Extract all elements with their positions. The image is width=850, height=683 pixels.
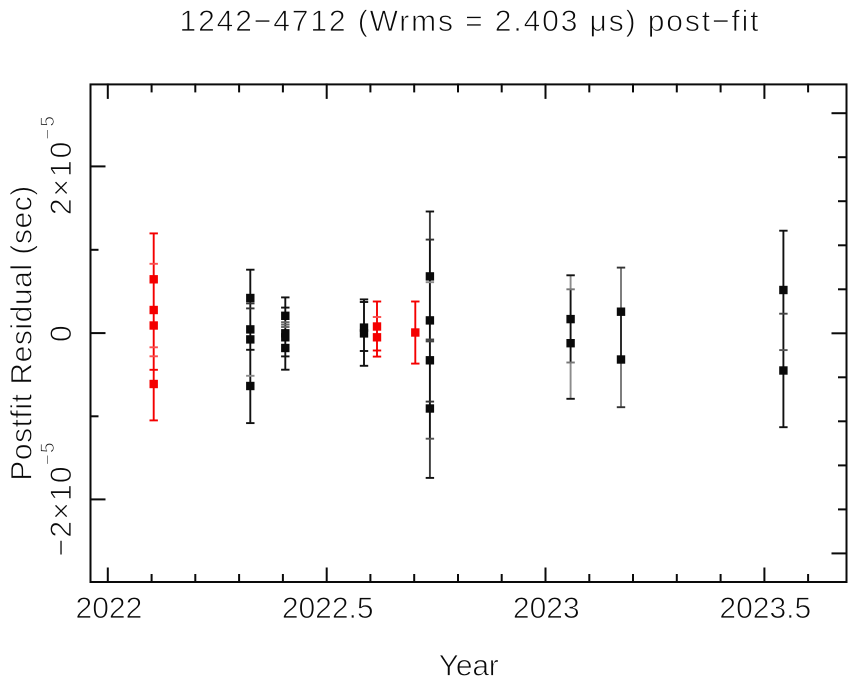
- svg-text:2022: 2022: [76, 592, 143, 625]
- svg-text:2022.5: 2022.5: [282, 592, 374, 625]
- svg-text:2023.5: 2023.5: [719, 592, 811, 625]
- svg-text:2023: 2023: [513, 592, 580, 625]
- svg-text:1242−4712 (Wrms = 2.403 μs) po: 1242−4712 (Wrms = 2.403 μs) post−fit: [180, 5, 760, 38]
- svg-text:0: 0: [45, 325, 78, 342]
- svg-text:Postfit Residual (sec): Postfit Residual (sec): [6, 186, 39, 481]
- svg-text:−2×10−5: −2×10−5: [38, 442, 78, 556]
- svg-text:2×10−5: 2×10−5: [38, 116, 78, 215]
- svg-text:Year: Year: [439, 650, 499, 683]
